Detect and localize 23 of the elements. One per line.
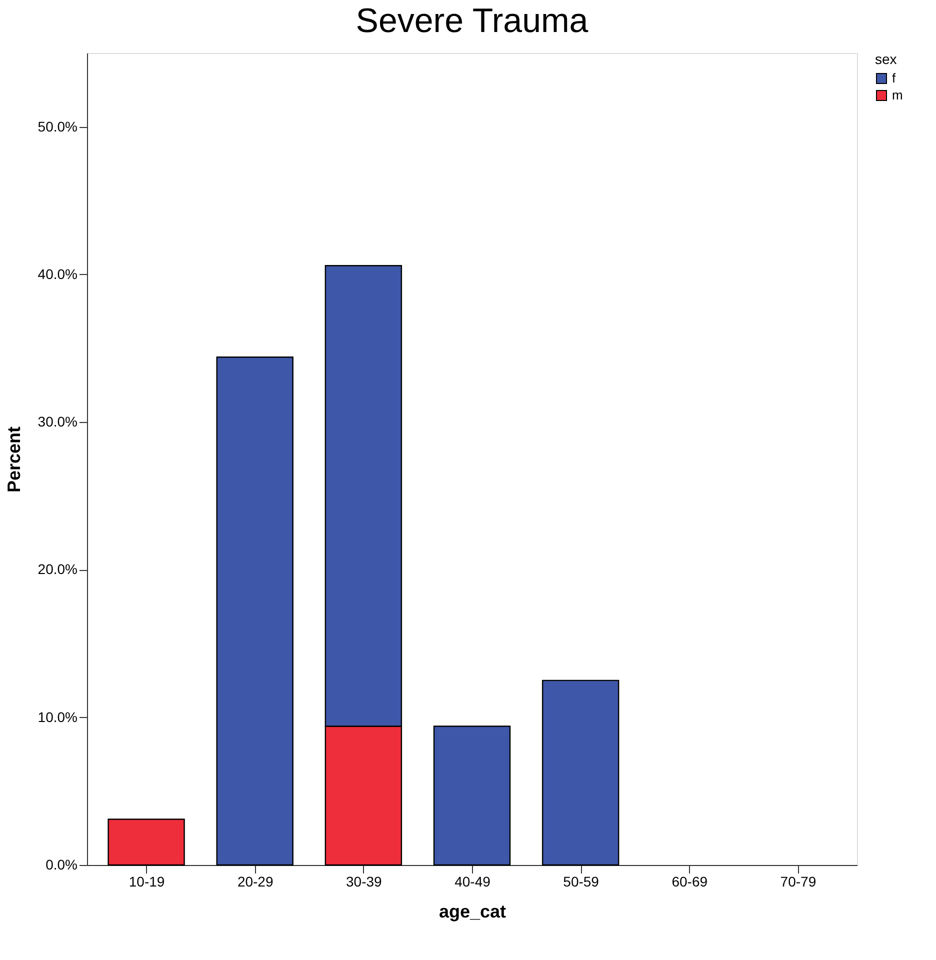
legend-label: m [892, 88, 903, 102]
x-axis-title: age_cat [438, 902, 506, 922]
x-tick-label: 30-39 [346, 874, 382, 890]
y-tick-label: 50.0% [38, 118, 78, 134]
x-tick-label: 60-69 [672, 874, 708, 890]
y-tick-label: 40.0% [38, 266, 78, 282]
x-tick-label: 50-59 [563, 874, 600, 890]
bar [108, 818, 185, 866]
chart-title: Severe Trauma [356, 2, 588, 40]
legend-title: sex [875, 51, 897, 67]
x-tick-label: 40-49 [454, 874, 491, 890]
y-tick-label: 10.0% [38, 708, 78, 725]
bar [542, 680, 620, 866]
bar [216, 356, 294, 866]
y-axis-title: Percent [4, 426, 24, 493]
y-tick-label: 20.0% [38, 561, 78, 578]
y-tick-label: 30.0% [38, 414, 78, 430]
y-tick-label: 0.0% [46, 856, 78, 872]
x-tick-label: 70-79 [780, 874, 816, 890]
x-tick-label: 20-29 [237, 874, 274, 890]
x-tick-label: 10-19 [128, 874, 165, 890]
bar [433, 726, 511, 866]
legend-label: f [892, 70, 896, 86]
